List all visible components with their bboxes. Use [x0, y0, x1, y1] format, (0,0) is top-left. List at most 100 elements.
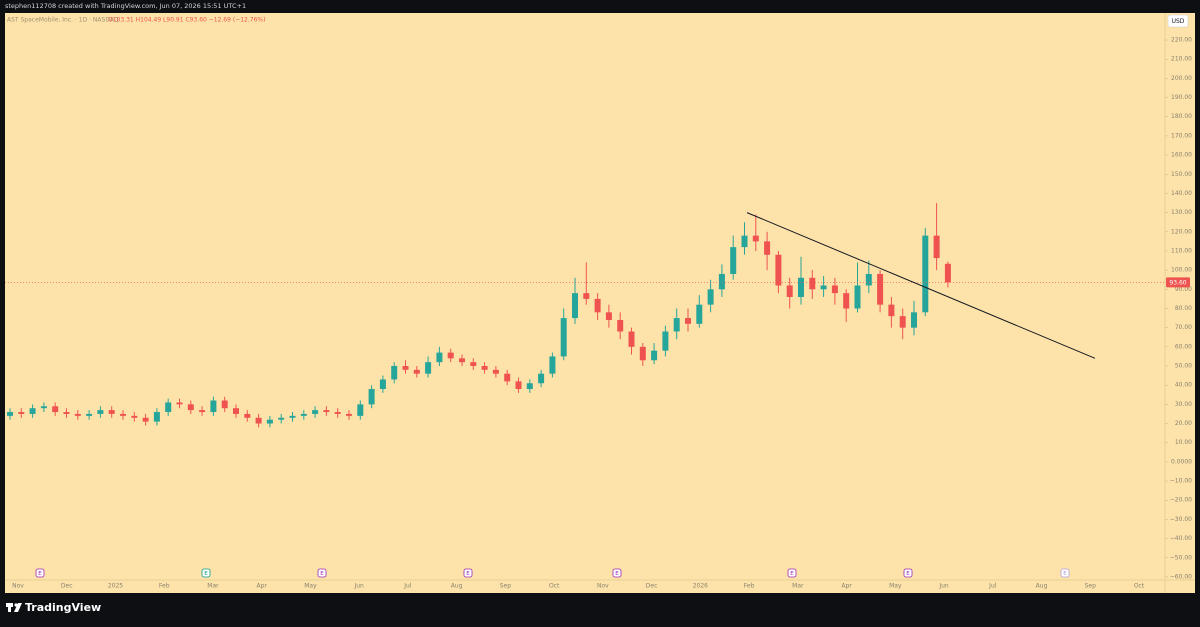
candle-body — [877, 273, 884, 305]
currency-box[interactable] — [1167, 14, 1189, 28]
candle-body — [153, 412, 160, 422]
candle-body — [334, 412, 341, 414]
x-tick-label: Nov — [12, 583, 24, 590]
candle-body — [18, 412, 25, 414]
x-tick-label: May — [304, 583, 317, 590]
x-tick-label: 2025 — [108, 583, 123, 590]
y-tick-label: 120.00 — [1171, 228, 1192, 235]
candle-body — [820, 285, 827, 290]
candle-body — [29, 408, 36, 414]
candle-body — [379, 379, 386, 390]
candle-body — [52, 406, 59, 413]
candle-body — [639, 346, 646, 361]
event-label: E — [790, 571, 794, 577]
candle-body — [97, 410, 104, 414]
candle-body — [572, 293, 578, 319]
candle-body — [266, 419, 273, 424]
candle-body — [707, 289, 714, 305]
x-tick-label: Aug — [1036, 583, 1048, 590]
candle-body — [368, 389, 375, 405]
y-tick-label: −60.00 — [1170, 573, 1192, 580]
y-tick-label: 90.00 — [1175, 286, 1192, 293]
candle-body — [798, 277, 804, 297]
candle-body — [391, 366, 398, 380]
y-tick-label: 220.00 — [1171, 37, 1192, 44]
x-tick-label: Sep — [1085, 583, 1097, 590]
event-label: E — [320, 571, 324, 577]
candle-body — [538, 373, 545, 384]
y-tick-label: −20.00 — [1170, 497, 1192, 504]
candle-body — [854, 285, 861, 309]
candle-body — [481, 366, 488, 370]
candle-body — [741, 235, 748, 248]
candle-body — [402, 366, 409, 370]
candle-body — [323, 410, 330, 413]
candle-body — [346, 413, 352, 416]
x-tick-label: Jun — [938, 583, 949, 590]
candle-body — [470, 362, 477, 367]
y-tick-label: 110.00 — [1171, 247, 1192, 254]
y-tick-label: −10.00 — [1170, 478, 1192, 485]
last-price-box — [1166, 277, 1190, 288]
y-tick-label: 30.00 — [1175, 401, 1192, 408]
candle-body — [176, 402, 183, 405]
candle-body — [617, 319, 624, 332]
y-tick-label: 20.00 — [1175, 420, 1192, 427]
candle-body — [922, 235, 929, 313]
candle-body — [120, 413, 126, 416]
y-tick-label: 190.00 — [1171, 94, 1192, 101]
candle-body — [888, 304, 895, 317]
candle-body — [40, 406, 47, 409]
candle-body — [165, 402, 172, 413]
y-tick-label: 200.00 — [1171, 75, 1192, 82]
candle-body — [233, 408, 239, 414]
candle-body — [142, 417, 149, 422]
y-tick-label: −30.00 — [1170, 516, 1192, 523]
y-tick-label: 210.00 — [1171, 56, 1192, 63]
candle-body — [843, 293, 850, 309]
candle-body — [413, 369, 420, 374]
y-tick-label: 50.00 — [1175, 363, 1192, 370]
event-marker — [787, 568, 797, 578]
candle-body — [730, 247, 737, 274]
y-tick-label: 70.00 — [1175, 324, 1192, 331]
credit: stephen112708 created with TradingView.c… — [5, 2, 246, 10]
candle-body — [605, 312, 612, 320]
last-price-label: 93.60 — [1169, 279, 1186, 286]
x-tick-label: 2026 — [693, 583, 708, 590]
event-label: E — [906, 571, 910, 577]
candle-body — [662, 331, 669, 351]
candle-body — [459, 358, 465, 363]
x-tick-label: Mar — [792, 583, 804, 590]
y-tick-label: 180.00 — [1171, 113, 1192, 120]
candle-body — [278, 417, 285, 420]
event-label: E — [466, 571, 470, 577]
event-label: E — [1063, 571, 1067, 577]
candle-body — [696, 304, 703, 324]
x-tick-label: Oct — [1134, 583, 1145, 590]
candle-body — [718, 273, 725, 290]
y-tick-label: 100.00 — [1171, 267, 1192, 274]
candle-body — [809, 277, 816, 290]
candle-body — [447, 352, 454, 359]
x-tick-label: Oct — [549, 583, 560, 590]
candle-body — [492, 369, 499, 374]
candle-body — [786, 285, 793, 297]
y-tick-label: 0.0000 — [1171, 458, 1192, 465]
x-tick-label: Nov — [597, 583, 609, 590]
x-tick-label: Dec — [646, 583, 658, 590]
candle-body — [357, 404, 364, 416]
candle-body — [673, 318, 680, 332]
candle-body — [210, 400, 217, 413]
candle-body — [560, 318, 567, 357]
event-label: E — [615, 571, 619, 577]
candle-body — [594, 298, 601, 313]
candle-body — [244, 413, 251, 418]
candle-body — [752, 235, 759, 242]
candle-body — [187, 404, 194, 411]
legend-symbol: AST SpaceMobile, Inc. · 1D · NASDAQ — [7, 17, 119, 24]
candle-body — [944, 263, 951, 283]
candle-body — [7, 412, 13, 416]
currency: USD — [1172, 18, 1185, 25]
